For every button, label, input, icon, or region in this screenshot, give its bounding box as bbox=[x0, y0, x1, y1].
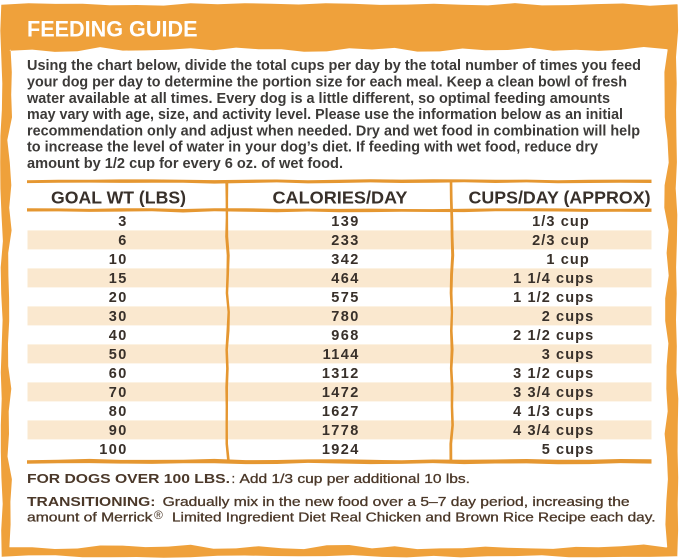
svg-text:100: 100 bbox=[99, 442, 127, 458]
svg-text:40: 40 bbox=[109, 328, 128, 344]
svg-text:1472: 1472 bbox=[322, 385, 360, 401]
svg-text:GOAL WT (LBS): GOAL WT (LBS) bbox=[51, 188, 186, 208]
svg-text:968: 968 bbox=[331, 328, 359, 344]
svg-text:4 1/3 cups: 4 1/3 cups bbox=[513, 404, 594, 420]
svg-text:amount of Merrick: amount of Merrick bbox=[27, 510, 153, 525]
svg-text:FEEDING GUIDE: FEEDING GUIDE bbox=[27, 17, 198, 42]
svg-text:1 1/2 cups: 1 1/2 cups bbox=[513, 290, 594, 306]
svg-text:1924: 1924 bbox=[322, 442, 360, 458]
svg-text:1 1/4 cups: 1 1/4 cups bbox=[513, 271, 594, 287]
svg-text:1778: 1778 bbox=[322, 423, 360, 439]
svg-text:464: 464 bbox=[331, 271, 359, 287]
svg-text:your dog per day to determine: your dog per day to determine the portio… bbox=[27, 75, 627, 91]
svg-text:3 3/4 cups: 3 3/4 cups bbox=[513, 385, 594, 401]
svg-text:1312: 1312 bbox=[322, 366, 360, 382]
svg-text:amount by 1/2 cup for every 6: amount by 1/2 cup for every 6 oz. of wet… bbox=[27, 156, 343, 172]
svg-text:CUPS/DAY (APPROX): CUPS/DAY (APPROX) bbox=[469, 188, 651, 208]
svg-text:1/3 cup: 1/3 cup bbox=[532, 214, 590, 230]
svg-text:3: 3 bbox=[118, 214, 127, 230]
svg-text:60: 60 bbox=[109, 366, 128, 382]
svg-text:1627: 1627 bbox=[322, 404, 360, 420]
svg-text:3 cups: 3 cups bbox=[542, 347, 595, 363]
svg-text:6: 6 bbox=[118, 233, 127, 249]
svg-text:®: ® bbox=[154, 508, 163, 522]
svg-text:Add 1/3 cup per additional 10: Add 1/3 cup per additional 10 lbs. bbox=[240, 471, 471, 486]
svg-text:50: 50 bbox=[109, 347, 128, 363]
svg-text:90: 90 bbox=[109, 423, 128, 439]
svg-text:4 3/4 cups: 4 3/4 cups bbox=[513, 423, 594, 439]
svg-text:Gradually mix in the new food: Gradually mix in the new food over a 5–7… bbox=[163, 494, 630, 509]
svg-text:575: 575 bbox=[331, 290, 359, 306]
svg-text:15: 15 bbox=[109, 271, 128, 287]
svg-text:FOR DOGS OVER 100 LBS.: FOR DOGS OVER 100 LBS. bbox=[27, 471, 230, 486]
svg-text:recommendation only and adjust: recommendation only and adjust when need… bbox=[27, 123, 640, 139]
svg-text:3 1/2 cups: 3 1/2 cups bbox=[513, 366, 594, 382]
svg-text:5 cups: 5 cups bbox=[542, 442, 595, 458]
svg-text:CALORIES/DAY: CALORIES/DAY bbox=[273, 188, 408, 208]
svg-text:20: 20 bbox=[109, 290, 128, 306]
svg-text:80: 80 bbox=[109, 404, 128, 420]
svg-text:may vary with age, size, and a: may vary with age, size, and activity le… bbox=[27, 107, 623, 123]
svg-text:Limited Ingredient Diet Real C: Limited Ingredient Diet Real Chicken and… bbox=[172, 510, 656, 525]
svg-text:1 cup: 1 cup bbox=[546, 252, 589, 268]
svg-text::: : bbox=[232, 471, 236, 486]
svg-text:1144: 1144 bbox=[323, 347, 360, 363]
svg-text:139: 139 bbox=[331, 214, 359, 230]
svg-text:2 cups: 2 cups bbox=[542, 309, 595, 325]
svg-text:30: 30 bbox=[109, 309, 128, 325]
svg-text:233: 233 bbox=[331, 233, 359, 249]
svg-text:Using the chart below, divide: Using the chart below, divide the total … bbox=[27, 58, 641, 74]
svg-text:water available at all times.: water available at all times. Every dog … bbox=[26, 91, 610, 107]
svg-text:780: 780 bbox=[331, 309, 359, 325]
svg-text:70: 70 bbox=[109, 385, 128, 401]
svg-text:2/3 cup: 2/3 cup bbox=[532, 233, 590, 249]
svg-text:10: 10 bbox=[109, 252, 128, 268]
svg-text:2 1/2 cups: 2 1/2 cups bbox=[513, 328, 594, 344]
svg-text:TRANSITIONING:: TRANSITIONING: bbox=[27, 494, 156, 509]
svg-text:342: 342 bbox=[331, 252, 359, 268]
svg-text:to increase the level of water: to increase the level of water in your d… bbox=[27, 140, 598, 156]
